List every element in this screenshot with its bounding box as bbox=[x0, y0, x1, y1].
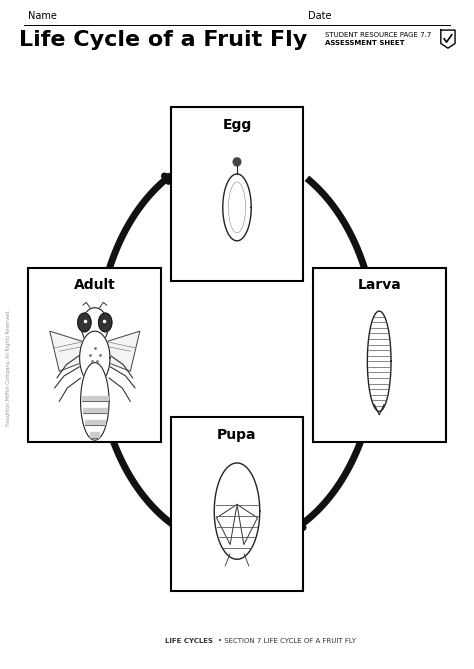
Text: Larva: Larva bbox=[357, 278, 401, 292]
Polygon shape bbox=[214, 463, 260, 559]
Polygon shape bbox=[90, 432, 100, 438]
Polygon shape bbox=[237, 504, 257, 545]
FancyArrowPatch shape bbox=[100, 401, 107, 407]
FancyBboxPatch shape bbox=[171, 107, 303, 281]
FancyArrowPatch shape bbox=[371, 308, 377, 315]
Polygon shape bbox=[82, 408, 107, 413]
Text: • SECTION 7 LIFE CYCLE OF A FRUIT FLY: • SECTION 7 LIFE CYCLE OF A FRUIT FLY bbox=[218, 638, 356, 644]
Polygon shape bbox=[85, 420, 105, 425]
Polygon shape bbox=[50, 331, 92, 371]
Polygon shape bbox=[78, 313, 91, 332]
Polygon shape bbox=[99, 313, 112, 332]
Polygon shape bbox=[367, 311, 391, 411]
Polygon shape bbox=[217, 504, 237, 545]
Polygon shape bbox=[80, 331, 110, 385]
Text: STUDENT RESOURCE PAGE 7.7: STUDENT RESOURCE PAGE 7.7 bbox=[325, 32, 431, 38]
FancyArrowPatch shape bbox=[164, 176, 170, 181]
Text: Name: Name bbox=[28, 11, 57, 21]
Polygon shape bbox=[81, 363, 109, 440]
Polygon shape bbox=[82, 396, 108, 401]
Text: Houghton Mifflin Company. All Rights Reserved.: Houghton Mifflin Company. All Rights Res… bbox=[6, 310, 11, 426]
Polygon shape bbox=[82, 308, 108, 345]
Polygon shape bbox=[223, 174, 251, 241]
Polygon shape bbox=[233, 158, 241, 166]
Text: LIFE CYCLES: LIFE CYCLES bbox=[165, 638, 213, 644]
FancyBboxPatch shape bbox=[28, 268, 161, 442]
Polygon shape bbox=[97, 331, 140, 371]
FancyBboxPatch shape bbox=[171, 417, 303, 591]
Text: Date: Date bbox=[308, 11, 332, 21]
Text: Life Cycle of a Fruit Fly: Life Cycle of a Fruit Fly bbox=[19, 30, 307, 50]
Text: Adult: Adult bbox=[74, 278, 116, 292]
Text: Pupa: Pupa bbox=[217, 428, 257, 442]
Text: Egg: Egg bbox=[222, 118, 252, 132]
Text: ASSESSMENT SHEET: ASSESSMENT SHEET bbox=[325, 40, 404, 46]
FancyBboxPatch shape bbox=[313, 268, 446, 442]
FancyArrowPatch shape bbox=[298, 522, 303, 528]
